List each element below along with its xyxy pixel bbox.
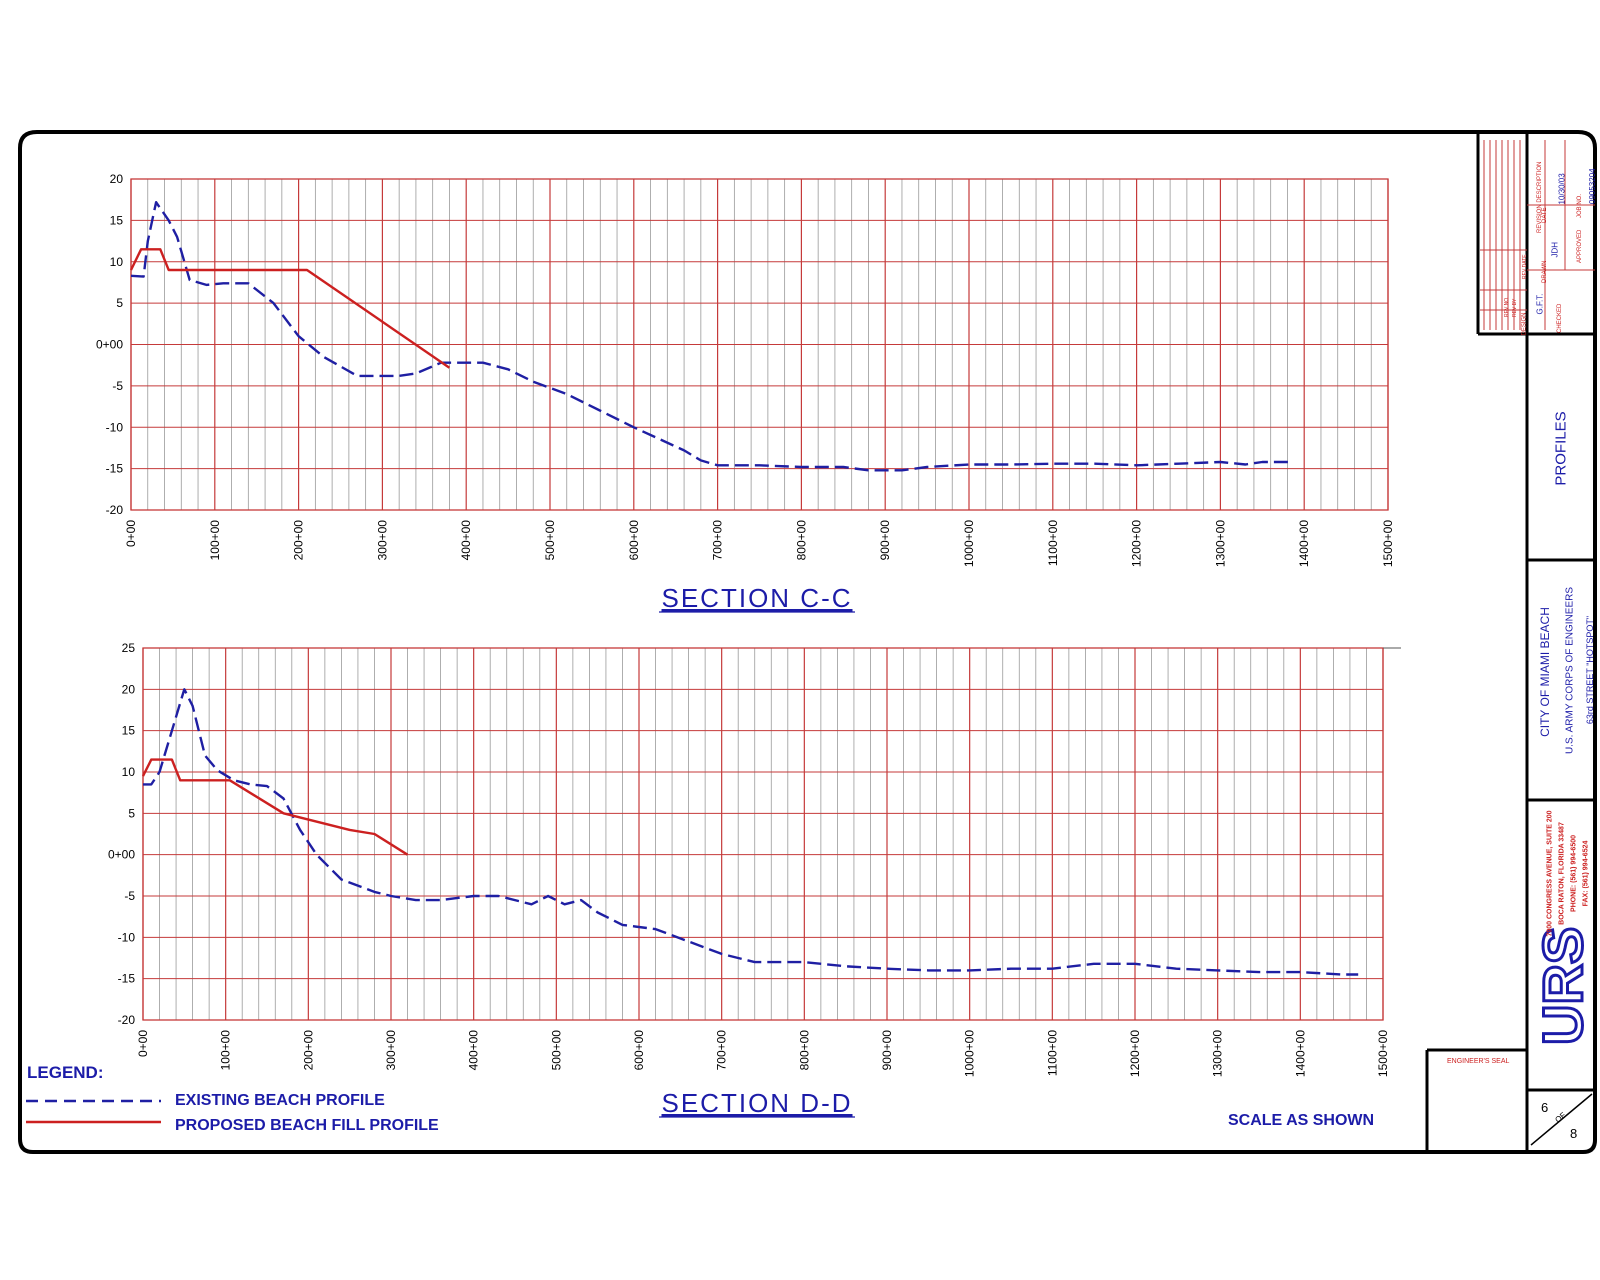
- company-logo-text: URS: [1531, 927, 1594, 1045]
- x-tick-label: 900+00: [878, 520, 892, 561]
- y-tick-label: -5: [112, 379, 123, 393]
- x-tick-label: 700+00: [711, 520, 725, 561]
- section-title: SECTION C-C: [662, 583, 853, 613]
- x-tick-label: 1400+00: [1293, 1030, 1307, 1077]
- y-tick-label: -10: [106, 420, 124, 434]
- x-tick-label: 600+00: [627, 520, 641, 561]
- y-tick-label: -5: [124, 889, 135, 903]
- x-tick-label: 1100+00: [1045, 1030, 1059, 1076]
- x-tick-label: 1200+00: [1130, 520, 1144, 567]
- urs-logo: URS: [1530, 925, 1596, 1046]
- x-tick-label: 1000+00: [963, 1030, 977, 1077]
- x-tick-label: 100+00: [219, 1030, 233, 1071]
- x-tick-label: 600+00: [632, 1030, 646, 1071]
- x-tick-label: 500+00: [543, 520, 557, 561]
- y-tick-label: -20: [106, 503, 124, 517]
- plot-frame: [130, 178, 1389, 511]
- y-tick-label: 20: [110, 172, 124, 186]
- x-tick-label: 500+00: [549, 1030, 563, 1071]
- x-tick-label: 1400+00: [1297, 520, 1311, 567]
- x-tick-label: 1500+00: [1376, 1030, 1390, 1077]
- y-tick-label: -15: [118, 972, 136, 986]
- x-tick-label: 900+00: [880, 1030, 894, 1071]
- x-tick-label: 1200+00: [1128, 1030, 1142, 1077]
- plot-frame: [142, 647, 1384, 1021]
- proposed-fill-line: [129, 248, 451, 369]
- x-tick-label: 400+00: [459, 520, 473, 561]
- y-tick-label: -15: [106, 462, 124, 476]
- x-tick-label: 200+00: [301, 1030, 315, 1071]
- y-tick-label: 10: [110, 255, 124, 269]
- x-tick-label: 200+00: [292, 520, 306, 561]
- x-tick-label: 300+00: [384, 1030, 398, 1071]
- x-tick-label: 700+00: [715, 1030, 729, 1071]
- x-tick-label: 800+00: [797, 1030, 811, 1071]
- x-tick-label: 0+00: [124, 520, 138, 547]
- y-tick-label: 25: [122, 641, 136, 655]
- x-tick-label: 1500+00: [1381, 520, 1395, 567]
- existing-profile-line: [130, 200, 1292, 472]
- x-tick-label: 300+00: [375, 520, 389, 561]
- x-tick-label: 1000+00: [962, 520, 976, 567]
- y-tick-label: 20: [122, 682, 136, 696]
- y-tick-label: 15: [110, 213, 124, 227]
- y-tick-label: -20: [118, 1013, 136, 1027]
- x-tick-label: 0+00: [136, 1030, 150, 1057]
- y-tick-label: 10: [122, 765, 136, 779]
- y-tick-label: 0+00: [96, 338, 123, 352]
- x-tick-label: 1300+00: [1213, 520, 1227, 567]
- y-tick-label: 15: [122, 724, 136, 738]
- revision-grid: [1480, 140, 1595, 330]
- y-tick-label: -10: [118, 930, 136, 944]
- x-tick-label: 100+00: [208, 520, 222, 561]
- y-tick-label: 5: [116, 296, 123, 310]
- proposed-fill-line: [141, 758, 409, 856]
- x-tick-label: 1100+00: [1046, 520, 1060, 566]
- x-tick-label: 1300+00: [1211, 1030, 1225, 1077]
- x-tick-label: 800+00: [794, 520, 808, 561]
- sheet-border: [18, 130, 1597, 1154]
- y-tick-label: 0+00: [108, 848, 135, 862]
- existing-profile-line: [143, 688, 1359, 976]
- section-title: SECTION D-D: [662, 1088, 853, 1118]
- x-tick-label: 400+00: [467, 1030, 481, 1071]
- y-tick-label: 5: [128, 806, 135, 820]
